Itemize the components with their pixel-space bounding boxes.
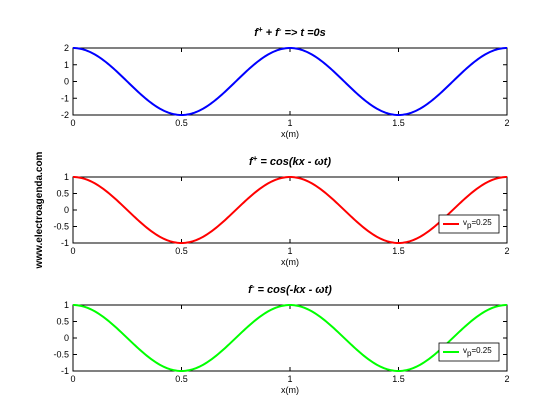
legend-box xyxy=(438,342,500,362)
chart-panel-2: f+ = cos(kx - ωt) 0 0.5 1 1.5 2 1 0.5 0 -0.5 -1 x(m… xyxy=(53,154,509,267)
y-tick-label: -0.5 xyxy=(53,222,69,232)
x-tick-label: 0 xyxy=(70,374,75,384)
x-tick-label: 2 xyxy=(504,374,509,384)
y-tick-label: 0 xyxy=(64,205,69,215)
x-tick-label: 2 xyxy=(504,118,509,128)
legend: vp=0.25 xyxy=(438,214,500,234)
x-tick-label: 0 xyxy=(70,246,75,256)
chart-title: f- = cos(-kx - ωt) xyxy=(248,282,332,296)
x-tick-label: 1 xyxy=(287,246,292,256)
x-tick-label: 0 xyxy=(70,118,75,128)
legend-label: vp=0.25 xyxy=(463,346,492,358)
x-tick-label: 1 xyxy=(287,374,292,384)
x-axis-label: x(m) xyxy=(281,385,299,395)
chart-panel-1: f+ + f- => t =0s 0 0.5 1 1.5 2 2 1 0 -1 -2 x(m) xyxy=(61,25,510,139)
x-tick-label: 1.5 xyxy=(392,246,405,256)
x-tick-label: 0.5 xyxy=(175,374,188,384)
y-tick-label: 0.5 xyxy=(56,317,69,327)
x-tick-label: 1 xyxy=(287,118,292,128)
y-tick-label: 0 xyxy=(64,77,69,87)
series-line xyxy=(72,303,508,373)
y-tick-label: 0 xyxy=(64,333,69,343)
x-tick-label: 0.5 xyxy=(175,118,188,128)
x-tick-label: 1.5 xyxy=(392,118,405,128)
plot-frame xyxy=(72,47,508,116)
x-tick-label: 0.5 xyxy=(175,246,188,256)
legend-label: vp=0.25 xyxy=(463,218,492,230)
y-tick-label: 2 xyxy=(64,43,69,53)
y-tick-label: -0.5 xyxy=(53,350,69,360)
y-tick-label: 1 xyxy=(64,172,69,182)
chart-panel-3: f- = cos(-kx - ωt) 0 0.5 1 1.5 2 1 0.5 0 -0.5 -1 x(… xyxy=(53,282,509,395)
watermark-text: www.electroagenda.com xyxy=(34,151,45,269)
legend: vp=0.25 xyxy=(438,342,500,362)
series-line xyxy=(72,175,508,245)
y-tick-label: -2 xyxy=(61,110,69,120)
chart-title: f+ = cos(kx - ωt) xyxy=(249,154,331,168)
legend-box xyxy=(438,214,500,234)
y-tick-label: 1 xyxy=(64,60,69,70)
x-tick-label: 2 xyxy=(504,246,509,256)
y-tick-label: -1 xyxy=(61,238,69,248)
y-tick-label: 0.5 xyxy=(56,189,69,199)
series-line xyxy=(72,46,508,117)
x-axis-label: x(m) xyxy=(281,257,299,267)
y-tick-label: 1 xyxy=(64,300,69,310)
chart-title: f+ + f- => t =0s xyxy=(254,25,326,39)
y-tick-label: -1 xyxy=(61,93,69,103)
x-tick-label: 1.5 xyxy=(392,374,405,384)
y-tick-label: -1 xyxy=(61,366,69,376)
x-axis-label: x(m) xyxy=(281,129,299,139)
